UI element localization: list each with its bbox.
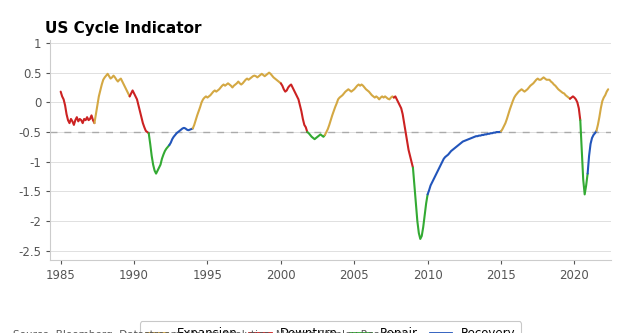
Text: Source: Bloomberg, Datastream, Haver Analytics, Morgan Stanley Research: Source: Bloomberg, Datastream, Haver Ana… — [13, 330, 408, 333]
Legend: Expansion, Downturn, Repair, Recovery: Expansion, Downturn, Repair, Recovery — [140, 321, 522, 333]
Text: US Cycle Indicator: US Cycle Indicator — [45, 21, 202, 36]
